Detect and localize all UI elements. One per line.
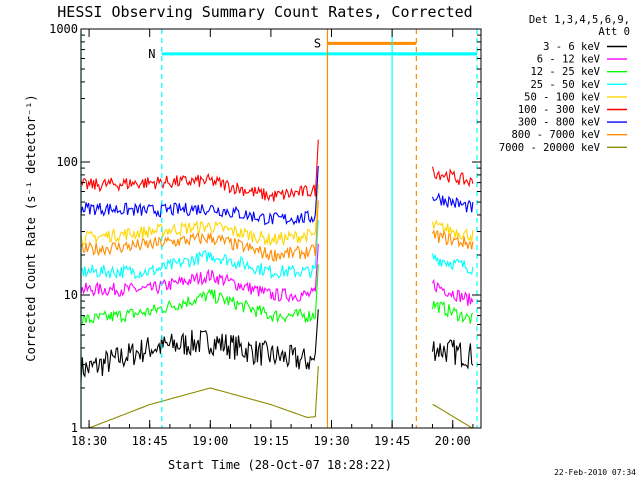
series-line: [431, 339, 474, 370]
series-line: [431, 192, 474, 213]
series-line: [80, 309, 319, 382]
chart-title: HESSI Observing Summary Count Rates, Cor…: [57, 3, 472, 21]
series-line: [80, 139, 319, 202]
x-axis-label: Start Time (28-Oct-07 18:28:22): [168, 458, 392, 472]
legend-entry: 300 - 800 keV: [518, 117, 601, 129]
series-line: [432, 229, 474, 250]
x-tick-label: 19:30: [313, 434, 349, 448]
x-tick-label: 20:00: [435, 434, 471, 448]
series-line: [81, 366, 319, 429]
legend-entry: 50 - 100 keV: [524, 91, 601, 103]
series-lines: [80, 139, 474, 429]
legend-entry: 100 - 300 keV: [518, 104, 601, 116]
marker-label: S: [314, 36, 321, 50]
series-line: [80, 184, 319, 247]
legend-entry: 6 - 12 keV: [537, 54, 601, 66]
series-line: [80, 220, 319, 280]
y-axis-label: Corrected Count Rate (s⁻¹ detector⁻¹): [24, 94, 38, 361]
legend-entry: 25 - 50 keV: [530, 79, 600, 91]
series-line: [80, 264, 319, 327]
legend-entry: 12 - 25 keV: [530, 66, 600, 78]
y-tick-label: 1000: [49, 22, 78, 36]
y-tick-label: 100: [56, 155, 78, 169]
y-tick-label: 1: [71, 421, 78, 435]
legend-entry: 7000 - 20000 keV: [499, 142, 601, 154]
series-line: [431, 301, 474, 324]
legend-title: Att 0: [598, 26, 630, 38]
series-line: [80, 165, 319, 226]
x-tick-label: 19:45: [374, 434, 410, 448]
series-line: [431, 166, 474, 188]
legend-entry: 3 - 6 keV: [543, 41, 601, 53]
legend-entry: 800 - 7000 keV: [511, 129, 600, 141]
series-line: [432, 278, 474, 306]
series-line: [431, 219, 474, 243]
x-tick-label: 19:15: [253, 434, 289, 448]
axes: 18:30 18:45 19:00 19:15 19:30 19:45 20:00 1 10 10…: [49, 22, 482, 448]
series-line: [432, 404, 474, 429]
timestamp: 22-Feb-2010 07:34: [554, 468, 636, 477]
event-markers: NS: [80, 29, 478, 428]
plot-frame: [80, 28, 482, 429]
series-line: [80, 243, 319, 303]
x-tick-label: 18:45: [132, 434, 168, 448]
y-tick-label: 10: [64, 288, 78, 302]
x-tick-label: 19:00: [192, 434, 228, 448]
series-line: [80, 200, 319, 262]
series-line: [431, 253, 474, 276]
legend-title: Det 1,3,4,5,6,9,: [529, 14, 630, 26]
x-tick-label: 18:30: [71, 434, 107, 448]
marker-label: N: [148, 47, 155, 61]
